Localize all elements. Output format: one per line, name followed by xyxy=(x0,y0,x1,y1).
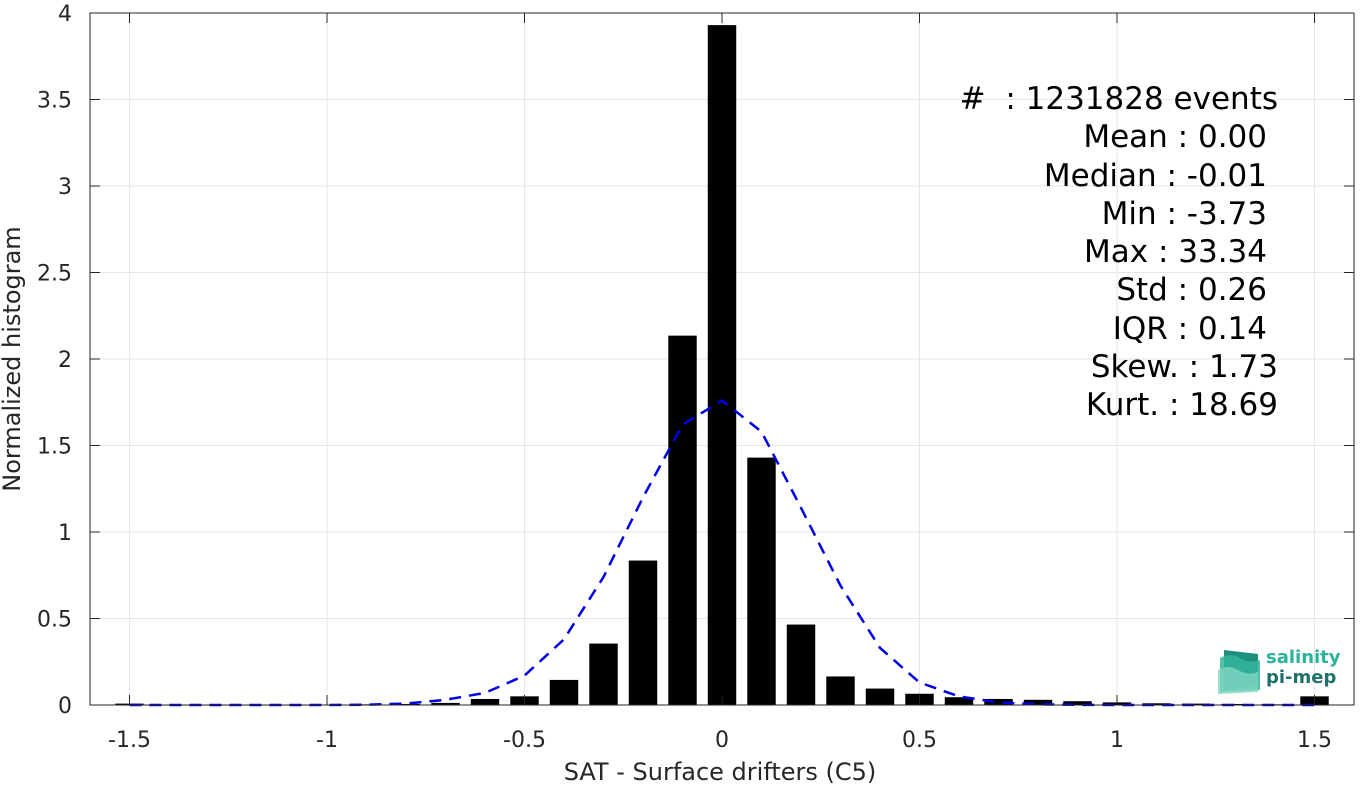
x-tick-label: 1 xyxy=(1110,728,1124,753)
stat-min: Min : -3.73 xyxy=(1101,195,1267,232)
histogram-bar-14 xyxy=(668,335,697,705)
logo-text-pi-mep: pi-mep xyxy=(1266,667,1337,688)
y-tick-label: 1 xyxy=(58,521,72,546)
histogram-bar-22 xyxy=(984,698,1013,705)
stat-max: Max : 33.34 xyxy=(1084,234,1267,271)
stat-events: # : 1231828 events xyxy=(959,81,1278,117)
histogram-bar-12 xyxy=(589,643,618,705)
stat-kurt: Kurt. : 18.69 xyxy=(1085,387,1278,424)
histogram-bar-26 xyxy=(1142,703,1171,705)
histogram-bar-28 xyxy=(1221,703,1250,705)
wave-logo-icon xyxy=(1218,650,1260,694)
x-tick-labels: -1.5 -1 -0.5 0 0.5 1 1.5 xyxy=(108,728,1332,753)
y-tick-label: 0 xyxy=(58,694,72,719)
histogram-bar-8 xyxy=(431,702,460,705)
salinity-pi-mep-logo: salinity pi-mep xyxy=(1218,646,1348,694)
histogram-bar-23 xyxy=(1023,699,1053,705)
x-tick-label: -0.5 xyxy=(503,728,546,753)
y-tick-label: 3.5 xyxy=(37,89,72,114)
stat-mean: Mean : 0.00 xyxy=(1083,119,1267,156)
histogram-bar-16 xyxy=(747,457,776,705)
y-tick-label: 2 xyxy=(58,348,72,373)
x-axis-label: SAT - Surface drifters (C5) xyxy=(564,758,877,785)
stat-median: Median : -0.01 xyxy=(1043,157,1267,194)
y-tick-label: 2.5 xyxy=(37,262,72,287)
histogram-bar-21 xyxy=(944,697,974,705)
y-tick-label: 4 xyxy=(58,2,72,27)
histogram-bar-13 xyxy=(628,560,658,705)
y-tick-labels: 0 0.5 1 1.5 2 2.5 3 3.5 4 xyxy=(37,2,72,719)
histogram-bar-9 xyxy=(470,698,500,705)
logo-text-salinity: salinity xyxy=(1266,647,1341,668)
histogram-bar-27 xyxy=(1181,703,1211,705)
x-tick-label: -1.5 xyxy=(108,728,151,753)
x-tick-label: 0 xyxy=(715,728,729,753)
stat-skew: Skew. : 1.73 xyxy=(1090,349,1278,386)
y-tick-label: 3 xyxy=(58,175,72,200)
x-tick-label: 1.5 xyxy=(1297,728,1332,753)
stat-std: Std : 0.26 xyxy=(1116,272,1267,309)
histogram-bars xyxy=(115,25,1329,706)
y-axis-label: Normalized histogram xyxy=(0,226,26,491)
fit-curve xyxy=(129,398,1315,707)
axis-ticks xyxy=(90,12,1354,706)
histogram-bar-18 xyxy=(826,676,855,705)
histogram-bar-19 xyxy=(865,688,895,705)
histogram-bar-11 xyxy=(549,679,579,705)
histogram-bar-17 xyxy=(786,624,816,705)
x-tick-label: 0.5 xyxy=(902,728,937,753)
histogram-bar-15 xyxy=(707,25,737,706)
y-tick-label: 1.5 xyxy=(37,435,72,460)
y-tick-label: 0.5 xyxy=(37,608,72,633)
statistics-box: # : 1231828 events Mean : 0.00 Median : … xyxy=(960,80,1278,425)
histogram-bar-24 xyxy=(1063,701,1092,705)
stat-iqr: IQR : 0.14 xyxy=(1112,310,1267,347)
histogram-bar-7 xyxy=(391,703,421,705)
x-tick-label: -1 xyxy=(316,728,338,753)
